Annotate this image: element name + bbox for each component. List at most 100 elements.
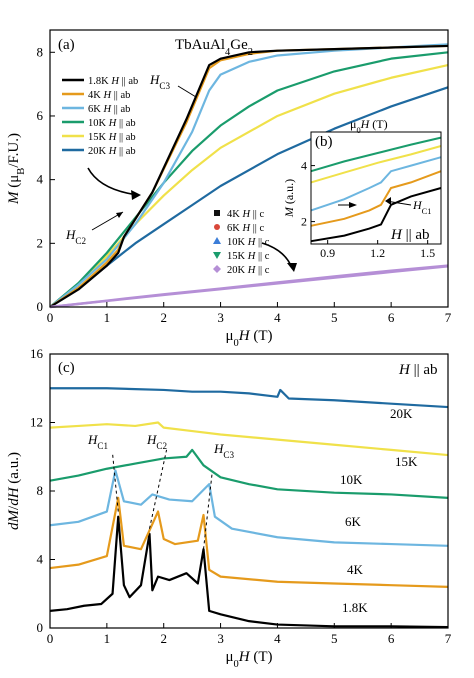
series-line-c-20K bbox=[49, 265, 449, 309]
y-tick-label-a: 8 bbox=[37, 44, 44, 59]
curve-label: 15K bbox=[395, 454, 418, 469]
annotation-hc2: HC2 bbox=[65, 227, 86, 246]
series-line-10K bbox=[49, 448, 449, 499]
legend-label-c: 20K H || c bbox=[227, 265, 270, 276]
inset-hc1-arrowhead bbox=[385, 197, 391, 205]
x-tick-label-c: 6 bbox=[388, 631, 395, 646]
peak-label-hc1: HC1 bbox=[87, 432, 108, 451]
legend-label-ab: 6K H || ab bbox=[88, 104, 130, 115]
inset-series-4K bbox=[310, 170, 442, 227]
y-tick-label-c: 8 bbox=[37, 483, 44, 498]
legend-label-ab: 20K H || ab bbox=[88, 146, 136, 157]
peak-guide-hc2 bbox=[149, 449, 168, 529]
curve-label: 6K bbox=[345, 514, 362, 529]
peak-guide-hc1 bbox=[112, 453, 119, 512]
x-tick-label-c: 3 bbox=[217, 631, 224, 646]
series-line-6K bbox=[49, 43, 449, 308]
legend-label-c: 4K H || c bbox=[227, 209, 265, 220]
series-line-15K bbox=[49, 421, 449, 457]
plot-frame-c bbox=[49, 353, 449, 629]
panel-label-c: (c) bbox=[58, 360, 75, 376]
x-tick-label-c: 7 bbox=[445, 631, 452, 646]
inset-frame bbox=[310, 131, 442, 245]
legend-marker-triangle bbox=[213, 237, 221, 244]
x-tick-label-c: 4 bbox=[274, 631, 281, 646]
inset-series-10K bbox=[310, 136, 442, 173]
y-axis-label-c: dM/dH (a.u.) bbox=[6, 452, 22, 530]
y-tick-label-a: 6 bbox=[37, 108, 44, 123]
x-tick-label-a: 2 bbox=[160, 310, 167, 325]
x-tick-label-c: 2 bbox=[160, 631, 167, 646]
series-line-20K bbox=[50, 387, 449, 409]
x-tick-label-a: 6 bbox=[388, 310, 395, 325]
legend-label-ab: 15K H || ab bbox=[88, 132, 136, 143]
x-tick-label-a: 4 bbox=[274, 310, 281, 325]
inset-x-tick-label: 1.5 bbox=[420, 246, 435, 260]
series-line-15K bbox=[49, 63, 449, 308]
inset-arrow-head bbox=[349, 202, 357, 208]
arrow-to-inset bbox=[87, 167, 139, 196]
inset-y-tick-label: 2 bbox=[301, 215, 307, 229]
legend-label-c: 6K H || c bbox=[227, 223, 265, 234]
x-tick-label-c: 1 bbox=[104, 631, 111, 646]
series-line-4K bbox=[49, 496, 449, 588]
inset-panel-label: (b) bbox=[315, 134, 333, 150]
legend-label-ab: 10K H || ab bbox=[88, 118, 136, 129]
series-line-10K bbox=[49, 51, 449, 308]
curve-label: 10K bbox=[340, 472, 363, 487]
peak-label-hc2: HC2 bbox=[146, 432, 167, 451]
arrow-to-c-curves-head bbox=[287, 263, 297, 272]
legend-marker-diamond bbox=[213, 265, 221, 273]
x-tick-label-c: 0 bbox=[47, 631, 54, 646]
y-axis-label-a: M (μB/F.U.) bbox=[6, 133, 27, 205]
chart-title-a: TbAuAl4Ge2 bbox=[175, 37, 253, 58]
y-tick-label-a: 0 bbox=[37, 299, 44, 314]
x-axis-label-a: μ0H (T) bbox=[225, 328, 272, 349]
y-tick-label-a: 4 bbox=[37, 172, 44, 187]
y-tick-label-c: 12 bbox=[30, 415, 43, 430]
inset-field-label: H || ab bbox=[390, 227, 430, 243]
inset-series-1.8K bbox=[310, 187, 442, 243]
legend-label-ab: 1.8K H || ab bbox=[88, 76, 138, 87]
series-line-1.8K bbox=[49, 515, 449, 629]
arrow-to-inset-head bbox=[131, 190, 141, 200]
legend-label-c: 15K H || c bbox=[227, 251, 270, 262]
y-tick-label-c: 0 bbox=[37, 620, 44, 635]
series-line-1.8K bbox=[49, 44, 449, 308]
inset-x-tick-label: 1.2 bbox=[370, 246, 385, 260]
x-tick-label-a: 3 bbox=[217, 310, 224, 325]
panel-a: 0 1 2 3 4 5 6 7 0 2 4 6 8 μ0H (T) M (μB/F.U.) (a) TbAuAl… bbox=[6, 29, 452, 349]
legend-marker-triangle-down bbox=[213, 252, 221, 259]
y-tick-label-c: 4 bbox=[37, 552, 44, 567]
inset-x-tick-label: 0.9 bbox=[320, 246, 335, 260]
inset-annotation-hc1: HC1 bbox=[412, 198, 431, 216]
panel-label-a: (a) bbox=[58, 37, 75, 53]
x-axis-label-c: μ0H (T) bbox=[225, 649, 272, 670]
annotation-hc2-arrowhead bbox=[116, 212, 123, 218]
annotation-hc3-pointer bbox=[177, 85, 197, 98]
inset-series-15K bbox=[310, 145, 442, 184]
peak-label-hc3: HC3 bbox=[213, 441, 234, 460]
series-line-6K bbox=[49, 469, 449, 547]
peak-guide-hc3 bbox=[203, 473, 213, 550]
curve-label: 20K bbox=[390, 406, 413, 421]
panel-b-inset: 0.9 1.2 1.5 2 4 μ0H (T) M (a.u.) (b) H || ab HC1 bbox=[282, 117, 442, 260]
inset-x-axis-label: μ0H (T) bbox=[350, 117, 388, 135]
legend-marker-square bbox=[214, 210, 220, 216]
x-tick-label-c: 5 bbox=[331, 631, 338, 646]
x-tick-label-a: 5 bbox=[331, 310, 338, 325]
legend-marker-circle bbox=[214, 224, 220, 230]
legend-label-ab: 4K H || ab bbox=[88, 90, 130, 101]
inset-y-axis-label: M (a.u.) bbox=[282, 179, 296, 218]
inset-y-tick-label: 4 bbox=[301, 159, 307, 173]
panel-c-field-label: H || ab bbox=[398, 362, 438, 378]
inset-series-6K bbox=[310, 156, 442, 212]
plot-frame-a bbox=[49, 29, 449, 308]
curve-label: 1.8K bbox=[342, 600, 368, 615]
annotation-hc3: HC3 bbox=[149, 72, 170, 91]
curve-label: 4K bbox=[347, 562, 364, 577]
legend-label-c: 10K H || c bbox=[227, 237, 270, 248]
y-tick-label-a: 2 bbox=[37, 235, 44, 250]
